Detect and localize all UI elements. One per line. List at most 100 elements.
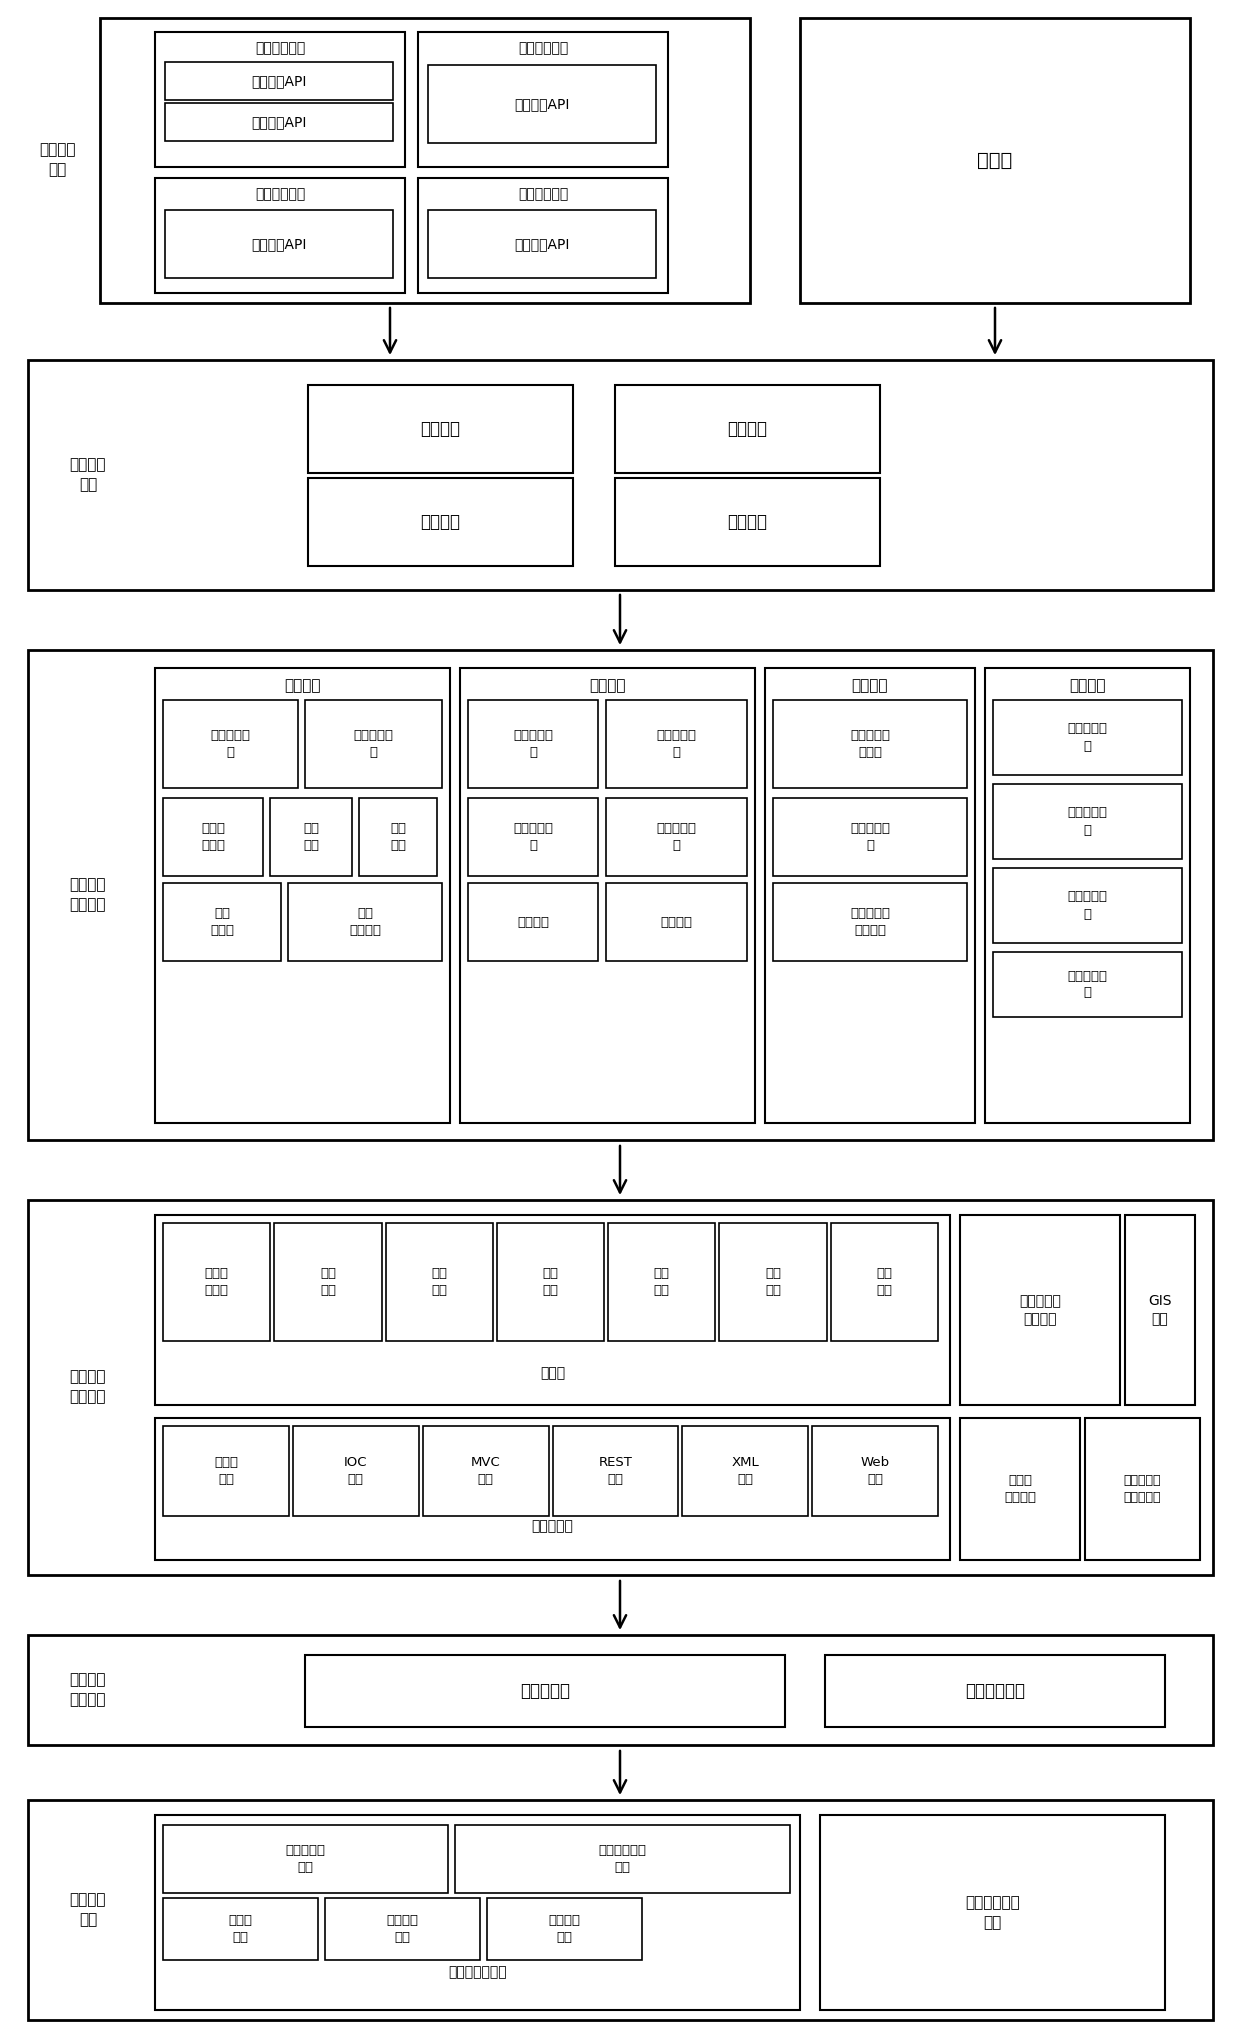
Text: 归档
文件数据: 归档 文件数据 [348, 907, 381, 937]
Bar [615, 386, 880, 473]
Text: 数据任务单
模型: 数据任务单 模型 [285, 1844, 325, 1875]
Text: 检索数据信
息: 检索数据信 息 [513, 822, 553, 852]
Bar [993, 952, 1182, 1017]
Text: 关系数据库模型: 关系数据库模型 [448, 1964, 507, 1978]
Text: 文件
发送: 文件 发送 [432, 1266, 448, 1297]
Bar [606, 700, 746, 787]
Bar [162, 1824, 448, 1893]
Text: 命令缓存: 命令缓存 [728, 513, 768, 532]
Bar [467, 883, 598, 962]
Text: 数据归档: 数据归档 [284, 678, 321, 694]
Text: 工作空
间管理: 工作空 间管理 [205, 1266, 228, 1297]
Text: 文件系统管理
实现: 文件系统管理 实现 [965, 1895, 1019, 1930]
Bar [165, 63, 393, 99]
Bar [162, 883, 281, 962]
Bar [497, 1223, 604, 1341]
Text: 公共库: 公共库 [539, 1366, 565, 1380]
Bar [773, 797, 967, 877]
Bar [162, 1223, 270, 1341]
Bar [162, 797, 263, 877]
Text: 数据归档功能: 数据归档功能 [255, 41, 305, 55]
Text: 文件
验证: 文件 验证 [543, 1266, 558, 1297]
Text: 扫描归档数
据: 扫描归档数 据 [211, 728, 250, 759]
Bar [1085, 1418, 1200, 1560]
Bar [162, 1426, 289, 1516]
Bar [155, 1215, 950, 1404]
Bar [428, 65, 656, 142]
Text: 分发缓存: 分发缓存 [728, 420, 768, 438]
Text: GIS
服务: GIS 服务 [1148, 1295, 1172, 1327]
Bar [820, 1816, 1166, 2011]
Bar [455, 1824, 790, 1893]
Text: 数据检索: 数据检索 [589, 678, 626, 694]
Text: 第三方框架: 第三方框架 [532, 1520, 573, 1534]
Bar [467, 700, 598, 787]
Bar [423, 1426, 548, 1516]
Bar [428, 209, 656, 278]
Text: 加载统计算
法: 加载统计算 法 [1068, 891, 1107, 921]
Bar [487, 1897, 642, 1960]
Text: 文件系统访问: 文件系统访问 [965, 1682, 1025, 1700]
Text: 归档
元数据: 归档 元数据 [210, 907, 234, 937]
Text: 数据提取: 数据提取 [852, 678, 888, 694]
Text: 数据提取功能: 数据提取功能 [255, 187, 305, 201]
Bar [308, 386, 573, 473]
Bar [682, 1426, 808, 1516]
Text: 数据管理
业务服务: 数据管理 业务服务 [69, 879, 107, 913]
Text: 请求缓存: 请求缓存 [420, 420, 460, 438]
Bar [765, 668, 975, 1122]
Text: 检索数据存
储位置: 检索数据存 储位置 [849, 728, 890, 759]
Bar [29, 1635, 1213, 1745]
Text: 数据管理
缓存: 数据管理 缓存 [69, 459, 107, 493]
Bar [29, 1800, 1213, 2021]
Bar [325, 1897, 480, 1960]
Bar [460, 668, 755, 1122]
Text: 读取数据文
件: 读取数据文 件 [849, 822, 890, 852]
Text: 数据统计功能: 数据统计功能 [518, 187, 568, 201]
Text: 浏览数据: 浏览数据 [517, 915, 549, 929]
Bar [606, 797, 746, 877]
Bar [615, 479, 880, 566]
Bar [831, 1223, 937, 1341]
Text: 输送数据到
指定位置: 输送数据到 指定位置 [849, 907, 890, 937]
Bar [155, 32, 405, 166]
Bar [608, 1223, 715, 1341]
Text: 数据库访问: 数据库访问 [520, 1682, 570, 1700]
Bar [29, 649, 1213, 1140]
Bar [1125, 1215, 1195, 1404]
Text: 数据归档API: 数据归档API [252, 116, 306, 130]
Bar [162, 1897, 317, 1960]
Text: 统计分析: 统计分析 [1069, 678, 1106, 694]
Bar [993, 700, 1182, 775]
Text: 文件
装配: 文件 装配 [765, 1266, 781, 1297]
Text: 触发器: 触发器 [977, 150, 1013, 170]
Text: 建立
索引: 建立 索引 [303, 822, 319, 852]
Bar [274, 1223, 382, 1341]
Bar [418, 32, 668, 166]
Text: 持久化
框架: 持久化 框架 [215, 1457, 238, 1485]
Text: 封装检索结
果: 封装检索结 果 [656, 822, 697, 852]
Bar [360, 797, 436, 877]
Text: 数据统计API: 数据统计API [515, 237, 569, 252]
Bar [553, 1426, 678, 1516]
Bar [29, 359, 1213, 590]
Text: 提取属
性信息: 提取属 性信息 [201, 822, 224, 852]
Text: REST
框架: REST 框架 [599, 1457, 632, 1485]
Bar [165, 209, 393, 278]
Text: 目录数据
模型: 目录数据 模型 [387, 1913, 419, 1944]
Text: 事件
处理: 事件 处理 [877, 1266, 893, 1297]
Bar [155, 1418, 950, 1560]
Bar [293, 1426, 419, 1516]
Text: 统计分析数
据: 统计分析数 据 [1068, 970, 1107, 1000]
Bar [155, 668, 450, 1122]
Bar [288, 883, 441, 962]
Bar [985, 668, 1190, 1122]
Text: 建立索引API: 建立索引API [252, 73, 306, 87]
Bar [270, 797, 352, 877]
Text: 数据管理
模型: 数据管理 模型 [69, 1893, 107, 1928]
Bar [165, 103, 393, 140]
Bar [773, 883, 967, 962]
Text: 数据检索功能: 数据检索功能 [518, 41, 568, 55]
Bar [29, 1199, 1213, 1575]
Text: 数据提取API: 数据提取API [252, 237, 306, 252]
